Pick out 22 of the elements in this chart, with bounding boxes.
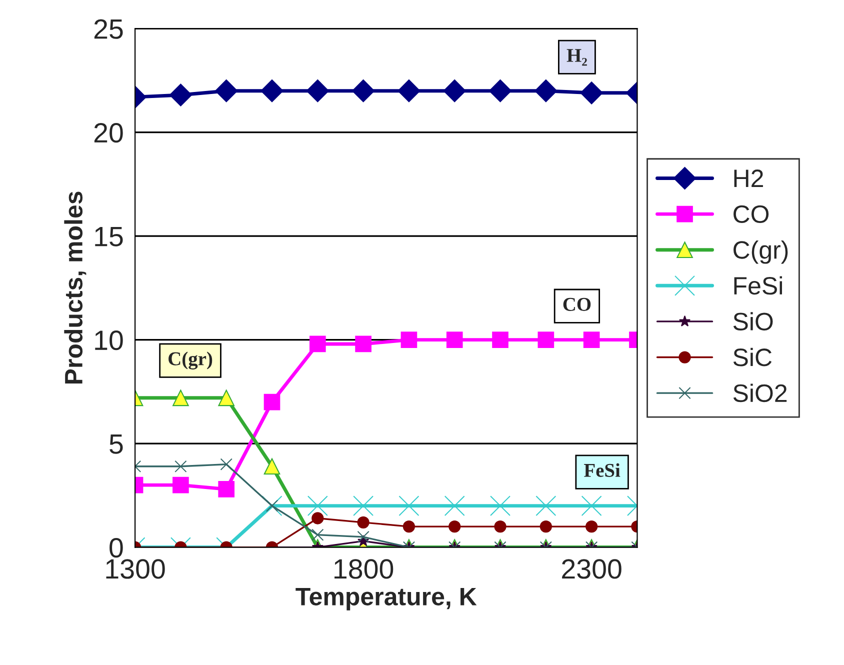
y-tick-label: 25 <box>94 19 123 39</box>
legend-label: H2 <box>734 170 763 187</box>
y-axis-title: Products, moles <box>64 192 86 384</box>
annotation: CO <box>563 298 591 311</box>
y-tick-label: 10 <box>95 330 123 350</box>
legend-label: C(gr) <box>734 240 788 264</box>
annotation: FeSi <box>584 463 620 477</box>
legend-label: FeSi <box>734 276 782 295</box>
y-tick-label: 20 <box>94 123 123 143</box>
x-tick-label: 2300 <box>562 559 622 579</box>
legend-label: CO <box>734 205 769 224</box>
annotation: H₂ <box>566 49 587 66</box>
legend-label: SiC <box>733 348 772 366</box>
legend-label: SiO2 <box>733 384 787 402</box>
y-tick-label: 0 <box>110 538 123 558</box>
legend-label: SiO <box>733 312 773 330</box>
y-tick-label: 15 <box>95 227 123 246</box>
x-tick-label: 1300 <box>106 559 165 579</box>
x-tick-label: 1800 <box>334 559 394 579</box>
annotation: C(gr) <box>168 352 212 370</box>
x-axis-title: Temperature, K <box>296 588 477 610</box>
y-tick-label: 5 <box>110 434 123 454</box>
